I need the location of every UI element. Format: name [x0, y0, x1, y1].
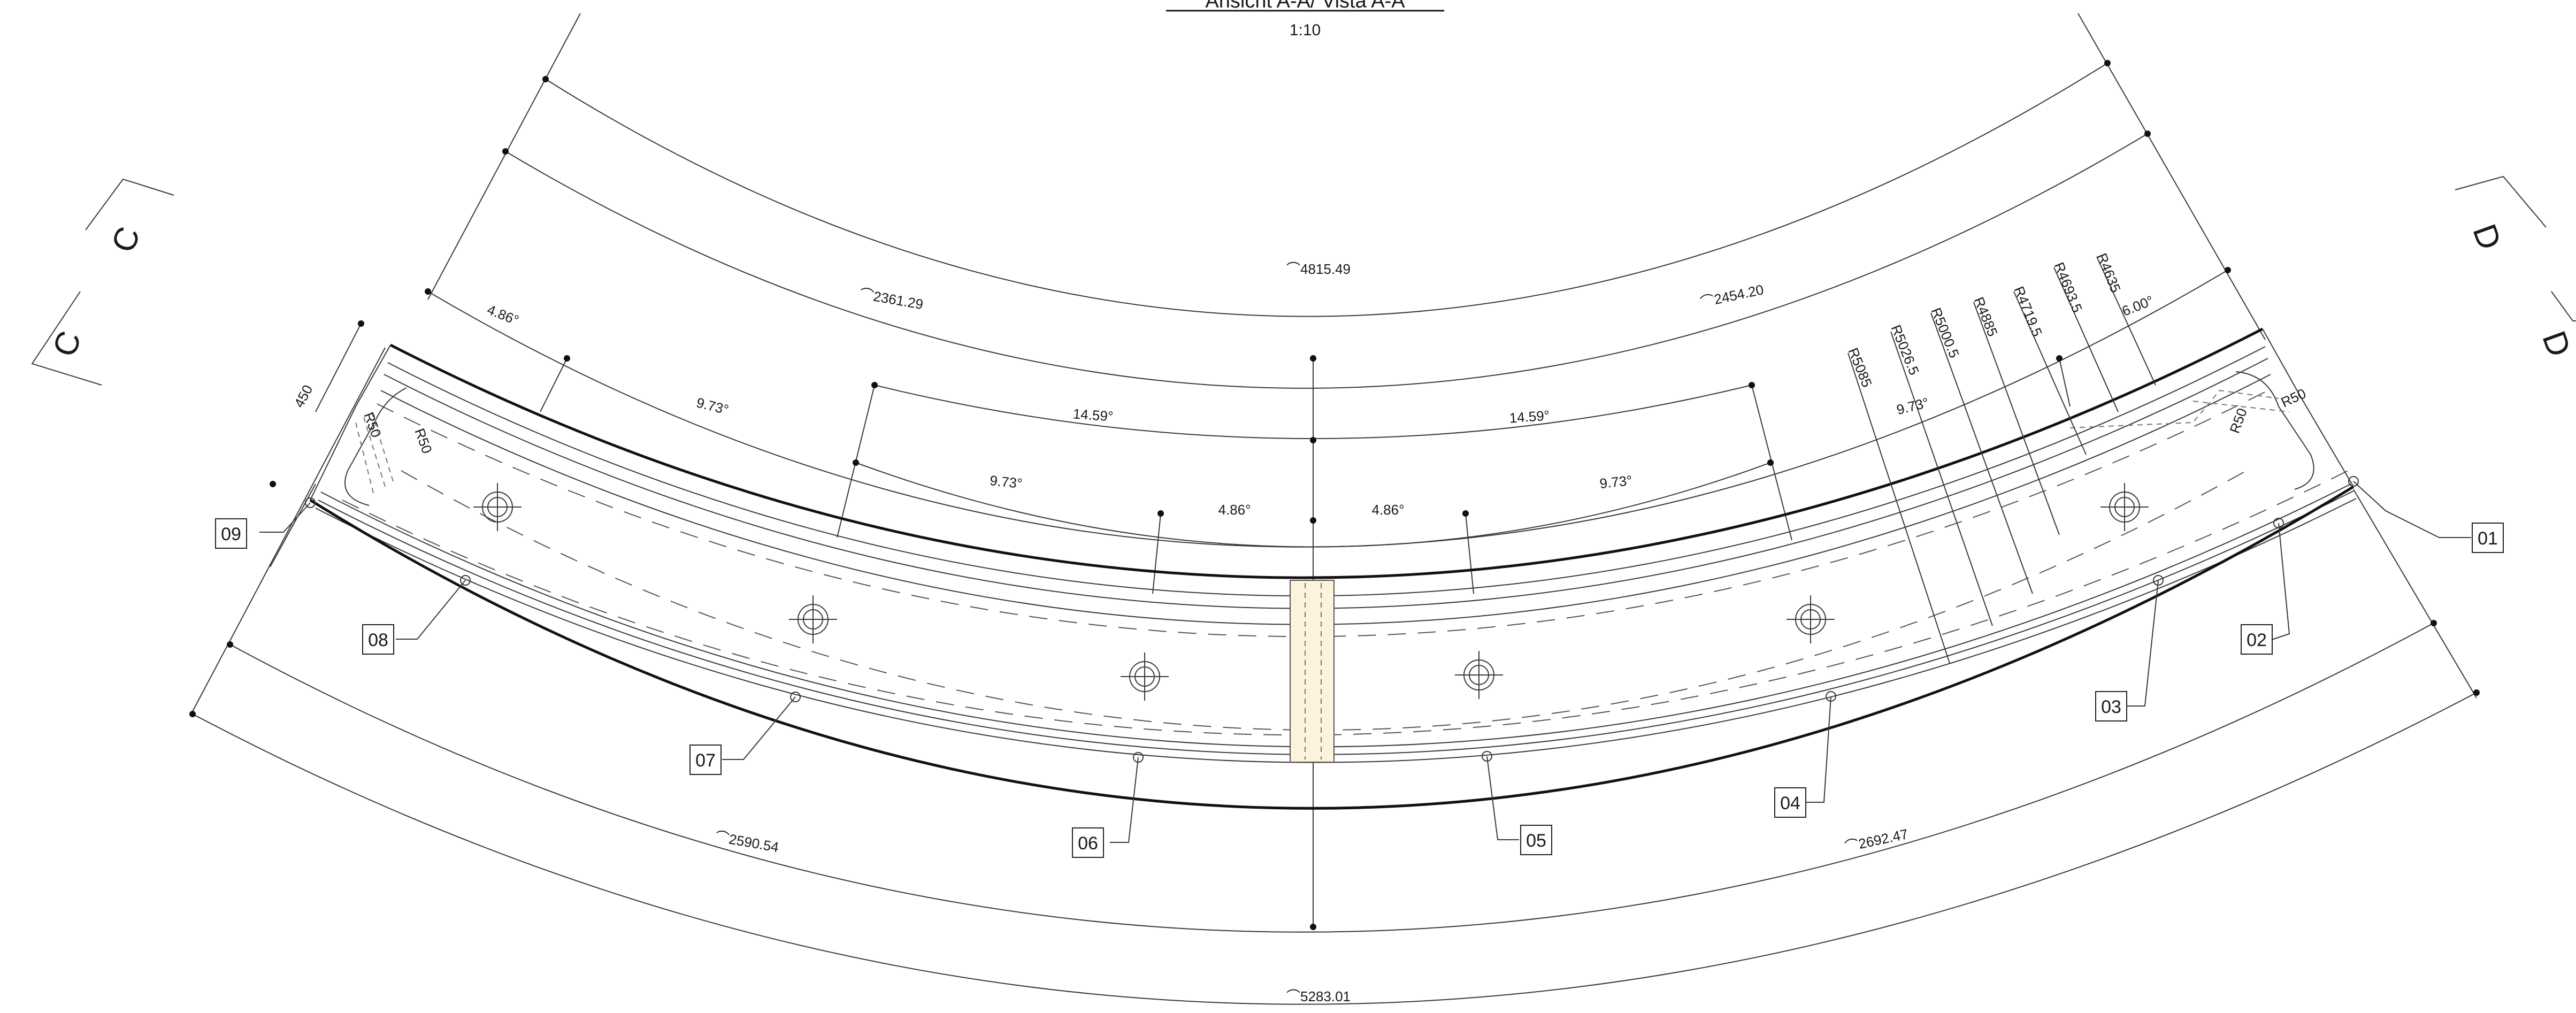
arc-length-outer-bottom: ⌒5283.01: [1286, 988, 1351, 1004]
part-tag-05: 05: [1520, 825, 1552, 855]
radius-label: R5085: [1845, 346, 1875, 389]
width-dimension: 450: [291, 382, 316, 410]
section-label-d-left: D: [2465, 219, 2508, 255]
section-label-d-right: D: [2535, 326, 2576, 362]
angle-label: 14.59°: [1072, 405, 1114, 424]
radius-label: R4885: [1971, 295, 2001, 339]
part-tag-03: 03: [2095, 691, 2127, 722]
hidden-details: [355, 389, 2290, 498]
svg-text:01: 01: [2478, 528, 2498, 549]
joint-highlight: [1290, 580, 1335, 763]
angle-label: 9.73°: [1599, 472, 1633, 492]
svg-text:04: 04: [1780, 793, 1800, 814]
radius-label: R4635: [2094, 251, 2124, 295]
edge-radius-label: R50: [2279, 385, 2309, 410]
part-tag-04: 04: [1774, 787, 1806, 818]
part-tag-08: 08: [362, 624, 394, 655]
angle-label: 6.00°: [2120, 292, 2156, 319]
angle-label: 4.86°: [485, 301, 521, 328]
arc-length-right-upper: ⌒2454.20: [1699, 281, 1765, 310]
svg-text:08: 08: [368, 630, 388, 650]
view-title: Ansicht A-A/ Vista A-A: [1205, 0, 1405, 12]
arc-length-left-upper: ⌒2361.29: [858, 286, 924, 312]
svg-text:03: 03: [2101, 697, 2121, 717]
extension-lines: [192, 13, 2477, 928]
arc-length-left-lower: ⌒2590.54: [714, 828, 780, 855]
edge-radius-label: R50: [2226, 406, 2250, 435]
angle-label: 9.73°: [989, 472, 1023, 492]
part-tag-09: 09: [215, 518, 247, 549]
svg-text:06: 06: [1078, 833, 1098, 854]
section-label-c-left: C: [46, 326, 89, 362]
arc-length-outer-top: ⌒4815.49: [1286, 261, 1351, 277]
section-marker-d: D D: [2455, 175, 2576, 362]
angle-label: 4.86°: [1218, 502, 1251, 518]
arc-length-right-lower: ⌒2692.47: [1843, 826, 1910, 855]
dimension-points: [189, 60, 2480, 930]
tag-leaders: [259, 476, 2471, 843]
section-marker-c: C C: [31, 178, 174, 386]
radius-label: R5026.5: [1888, 323, 1922, 377]
edge-radius-label: R50: [361, 410, 385, 440]
part-tag-02: 02: [2241, 624, 2273, 655]
svg-text:05: 05: [1526, 831, 1546, 851]
svg-text:02: 02: [2247, 630, 2267, 650]
angle-label: 14.59°: [1509, 407, 1550, 426]
angle-label: 9.73°: [1895, 394, 1930, 418]
dimension-arcs: [192, 63, 2477, 1005]
bolt-holes: [473, 483, 2149, 701]
part-tag-01: 01: [2472, 523, 2504, 553]
radius-leaders: [1847, 256, 2156, 664]
radius-label: R4693.5: [2051, 260, 2086, 314]
part-tag-07: 07: [689, 745, 722, 775]
angle-label: 4.86°: [1371, 502, 1404, 518]
svg-text:09: 09: [221, 524, 241, 544]
radius-label: R5000.5: [1928, 305, 1962, 360]
section-label-c-right: C: [105, 222, 148, 257]
angle-label: 9.73°: [695, 394, 730, 418]
svg-text:07: 07: [695, 750, 716, 771]
part-tag-06: 06: [1072, 827, 1104, 858]
view-scale: 1:10: [1290, 21, 1321, 39]
radius-label: R4719.5: [2011, 284, 2045, 339]
